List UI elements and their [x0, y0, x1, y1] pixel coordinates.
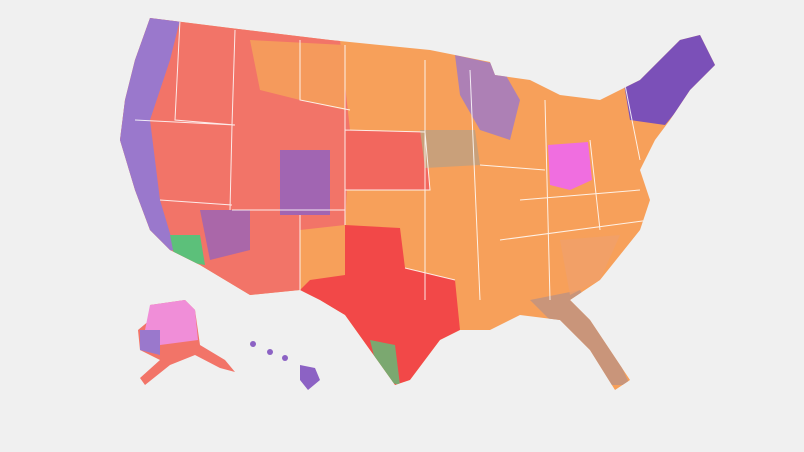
- region: [560, 235, 620, 295]
- region: [250, 40, 345, 110]
- hawaii: [250, 341, 320, 390]
- ohio: [548, 142, 592, 190]
- alaska: [138, 300, 235, 385]
- region: [280, 150, 330, 215]
- florida: [530, 290, 630, 385]
- region: [455, 55, 520, 140]
- region: [370, 340, 400, 385]
- region: [345, 130, 430, 190]
- iowa: [420, 130, 480, 168]
- texas: [300, 225, 460, 385]
- region: [200, 210, 250, 260]
